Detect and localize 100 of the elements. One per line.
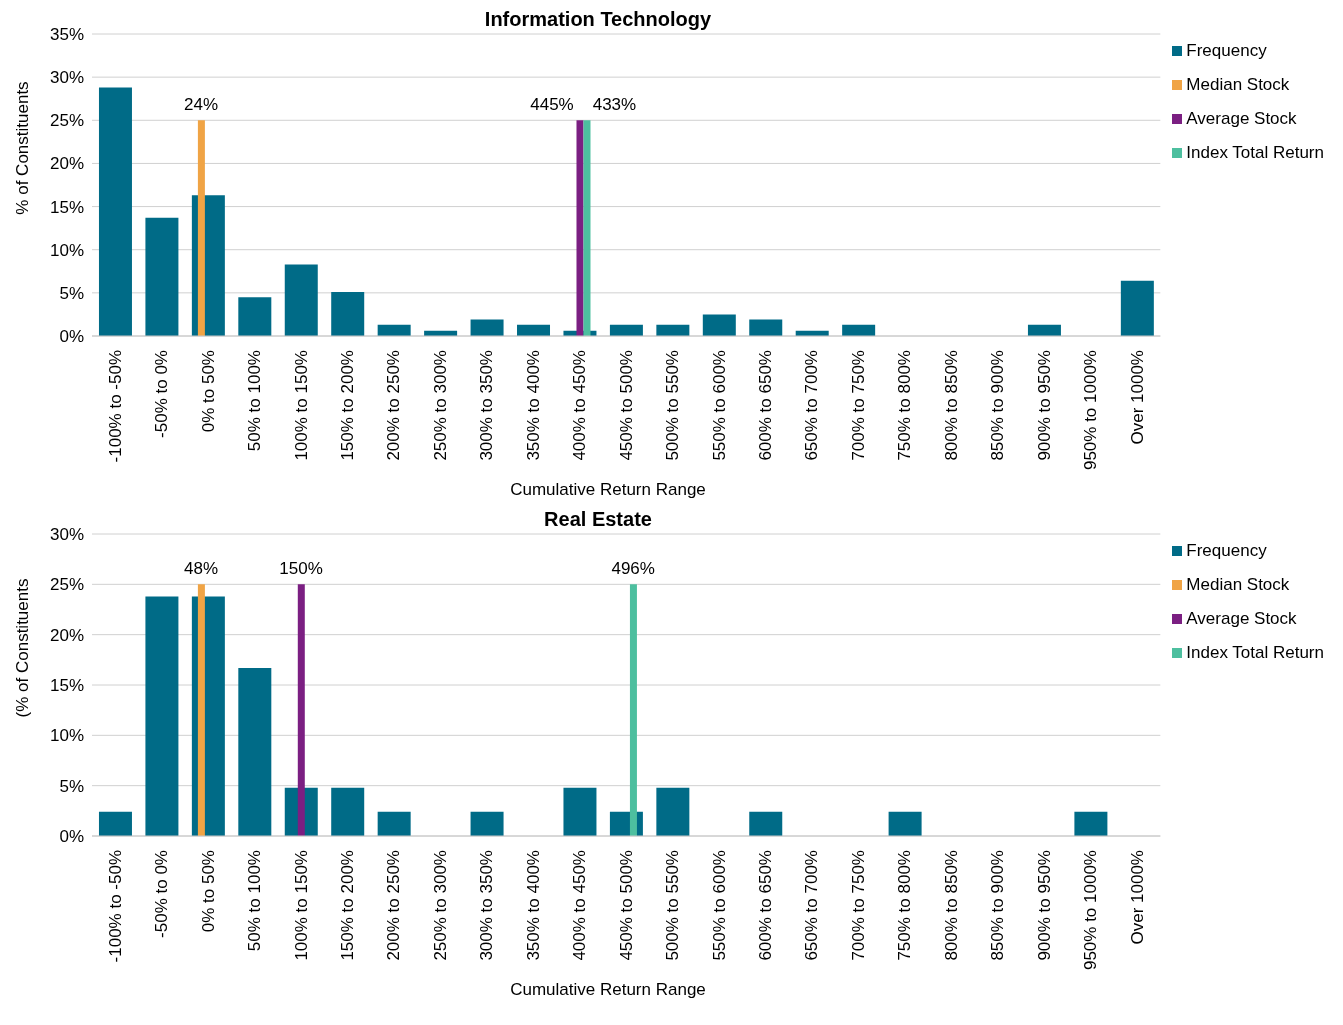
y-tick-label: 15% [49,676,84,696]
bar [470,319,504,336]
bar [197,120,205,336]
x-tick-label: 200% to 250% [384,850,404,961]
x-tick-label: 900% to 950% [1034,350,1054,461]
x-tick-label: 500% to 550% [663,350,683,461]
x-tick-label: 750% to 800% [895,350,915,461]
bar [297,584,305,836]
x-axis-title: Cumulative Return Range [509,480,707,500]
y-axis-title: % of Constituents [13,81,33,215]
x-tick-label: -50% to 0% [152,350,172,438]
annotation: 433% [592,95,637,115]
x-tick-label: 850% to 900% [988,350,1008,461]
x-tick-label: 300% to 350% [477,350,497,461]
y-tick-label: 20% [49,154,84,174]
x-tick-label: 150% to 200% [337,350,357,461]
x-tick-label: Over 1000% [1127,350,1147,445]
x-tick-label: 600% to 650% [756,350,776,461]
annotation: 150% [279,559,323,579]
x-axis-title: Cumulative Return Range [509,980,707,1000]
x-tick-label: 800% to 850% [941,350,961,461]
y-tick-label: 5% [59,283,84,303]
annotation: 24% [184,95,219,115]
bar [1120,280,1154,336]
chart-title: Information Technology [484,8,712,30]
x-tick-label: 750% to 800% [895,850,915,961]
x-tick-label: Over 1000% [1127,850,1147,945]
bar [238,667,272,836]
y-tick-label: 25% [49,111,84,131]
bar [145,217,179,336]
x-tick-label: 600% to 650% [756,850,776,961]
bar [563,787,597,836]
chart-title: Real Estate [544,508,652,530]
x-tick-label: 50% to 100% [245,850,265,952]
x-tick-label: 500% to 550% [663,850,683,961]
x-tick-label: 0% to 50% [198,350,218,433]
x-tick-label: 550% to 600% [709,850,729,961]
x-tick-label: -50% to 0% [152,850,172,938]
y-tick-label: 10% [49,726,84,746]
x-tick-label: -100% to -50% [105,850,125,963]
x-tick-label: 950% to 1000% [1081,350,1101,471]
y-tick-label: 10% [49,240,84,260]
y-tick-label: 20% [49,625,84,645]
y-tick-label: 15% [49,197,84,217]
x-tick-label: 100% to 150% [291,850,311,961]
bar [377,811,411,836]
bar [629,584,637,836]
bar [331,291,365,336]
x-tick-label: 100% to 150% [291,350,311,461]
annotation: 496% [611,559,655,579]
x-tick-label: 950% to 1000% [1081,850,1101,971]
bar [238,297,272,336]
x-tick-label: -100% to -50% [105,350,125,463]
y-axis-title: (% of Constituents [13,578,33,718]
x-tick-label: 550% to 600% [709,350,729,461]
x-tick-label: 650% to 700% [802,350,822,461]
bar [284,264,318,336]
legend-label: Median Stock [1185,574,1291,596]
bar [749,811,783,836]
bar [749,319,783,336]
x-tick-label: 700% to 750% [848,850,868,961]
x-tick-label: 200% to 250% [384,350,404,461]
bar [888,811,922,836]
bar [583,120,591,336]
bar [98,811,132,836]
x-tick-label: 700% to 750% [848,350,868,461]
bar [470,811,504,836]
x-tick-label: 350% to 400% [523,850,543,961]
y-tick-label: 25% [49,575,84,595]
legend-label: Average Stock [1185,108,1298,130]
bar [145,596,179,836]
x-tick-label: 850% to 900% [988,850,1008,961]
legend-label: Frequency [1185,40,1268,62]
x-tick-label: 650% to 700% [802,850,822,961]
legend-label: Index Total Return [1185,142,1324,164]
x-tick-label: 0% to 50% [198,850,218,933]
legend-label: Frequency [1185,540,1268,562]
legend-label: Average Stock [1185,608,1298,630]
x-tick-label: 900% to 950% [1034,850,1054,961]
x-tick-label: 350% to 400% [523,350,543,461]
x-tick-label: 400% to 450% [570,350,590,461]
x-tick-label: 450% to 500% [616,850,636,961]
bar [702,314,736,336]
x-tick-label: 250% to 300% [430,850,450,961]
bar [98,87,132,336]
legend-label: Index Total Return [1185,642,1324,664]
x-tick-label: 400% to 450% [570,850,590,961]
x-tick-label: 250% to 300% [430,350,450,461]
bar [656,787,690,836]
x-tick-label: 150% to 200% [337,850,357,961]
bar [331,787,365,836]
bar [197,584,205,836]
annotation: 445% [530,95,574,115]
x-tick-label: 450% to 500% [616,350,636,461]
y-tick-label: 30% [49,525,84,545]
y-tick-label: 30% [49,68,84,88]
annotation: 48% [184,559,219,579]
y-tick-label: 5% [59,776,84,796]
y-tick-label: 0% [59,327,84,347]
bar [1074,811,1108,836]
